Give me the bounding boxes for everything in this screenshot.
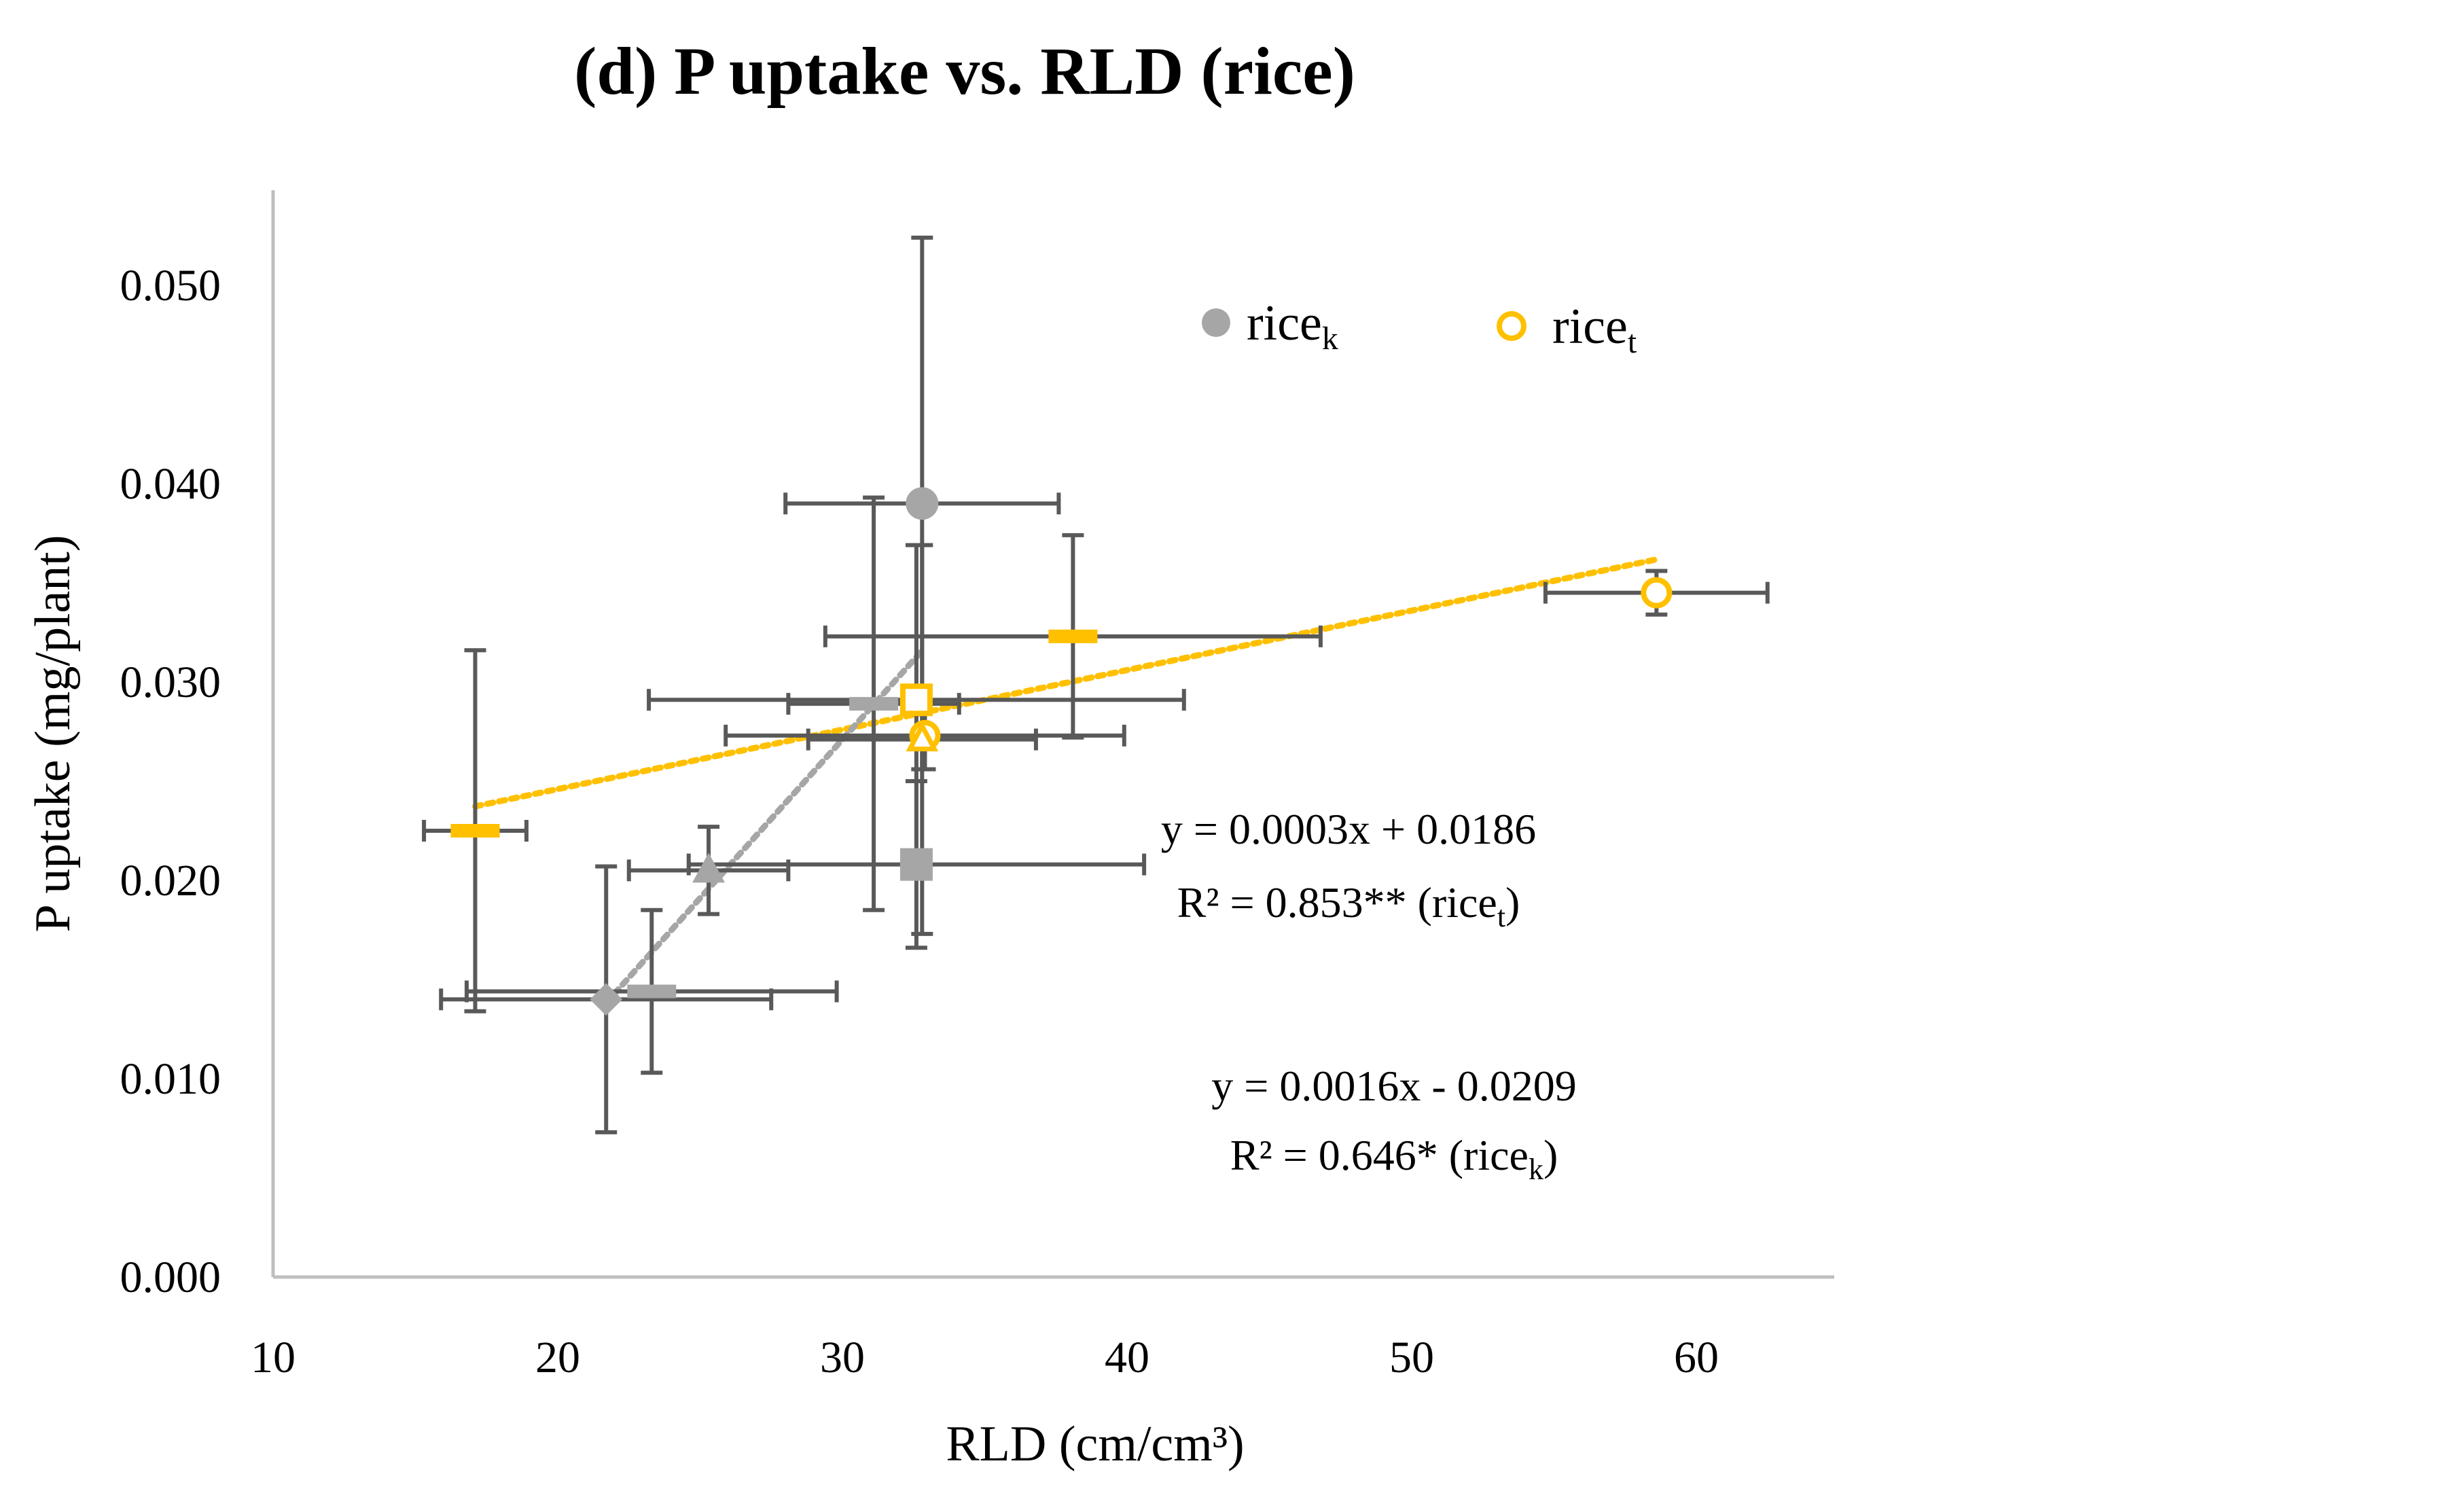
legend-marker-ricet (1497, 311, 1526, 341)
y-axis-label: P uptake (mg/plant) (25, 535, 81, 932)
equation-ricek-line2: R² = 0.646* (ricek) (1230, 1131, 1558, 1186)
data-point-ricek-triangle (692, 852, 726, 883)
equation-ricek: y = 0.0016x - 0.0209 R² = 0.646* (ricek) (1211, 1062, 1576, 1186)
x-tick-label: 30 (820, 1333, 865, 1382)
data-point-ricet-bar (450, 824, 500, 838)
x-tick-label: 10 (251, 1333, 296, 1382)
axes: 10 20 30 40 50 60 0.000 0.010 0.020 0.030 0.040 0.0… (120, 190, 1834, 1382)
x-tick-label: 20 (535, 1333, 580, 1382)
data-point-ricet-open-circle (1641, 577, 1673, 609)
equation-ricek-line1: y = 0.0016x - 0.0209 (1211, 1062, 1576, 1110)
y-tick-label: 0.010 (120, 1054, 221, 1104)
legend-label-ricek: ricek (1247, 295, 1338, 357)
data-point-ricek-bar (627, 984, 677, 999)
chart-title: (d) P uptake vs. RLD (rice) (574, 33, 1355, 109)
data-point-ricek-square (899, 848, 933, 881)
equation-ricet-line1: y = 0.0003x + 0.0186 (1161, 805, 1536, 853)
data-point-ricek-diamond (590, 983, 623, 1016)
data-point-ricet-open-triangle (906, 721, 939, 752)
equation-ricet: y = 0.0003x + 0.0186 R² = 0.853** (ricet… (1161, 805, 1536, 933)
data-markers (450, 487, 1673, 1016)
data-point-ricet-open-square (899, 683, 933, 717)
data-point-ricet-bar (1048, 629, 1098, 643)
data-point-ricek-bar (849, 697, 899, 711)
y-tick-label: 0.040 (120, 459, 221, 509)
y-tick-label: 0.030 (120, 658, 221, 707)
y-tick-label: 0.020 (120, 856, 221, 905)
trendline-ricet (471, 556, 1660, 810)
x-tick-label: 40 (1105, 1333, 1149, 1382)
legend-marker-ricek (1202, 308, 1230, 337)
x-tick-label: 50 (1389, 1333, 1434, 1382)
x-axis-label: RLD (cm/cm³) (946, 1416, 1244, 1472)
y-tick-label: 0.050 (120, 261, 221, 310)
legend-label-ricet: ricet (1552, 299, 1637, 360)
equation-ricet-line2: R² = 0.853** (ricet) (1177, 878, 1520, 933)
y-tick-label: 0.000 (120, 1253, 221, 1302)
data-point-ricek-circle (906, 487, 939, 520)
legend: ricek ricet (1202, 295, 1637, 360)
x-tick-label: 60 (1674, 1333, 1719, 1382)
